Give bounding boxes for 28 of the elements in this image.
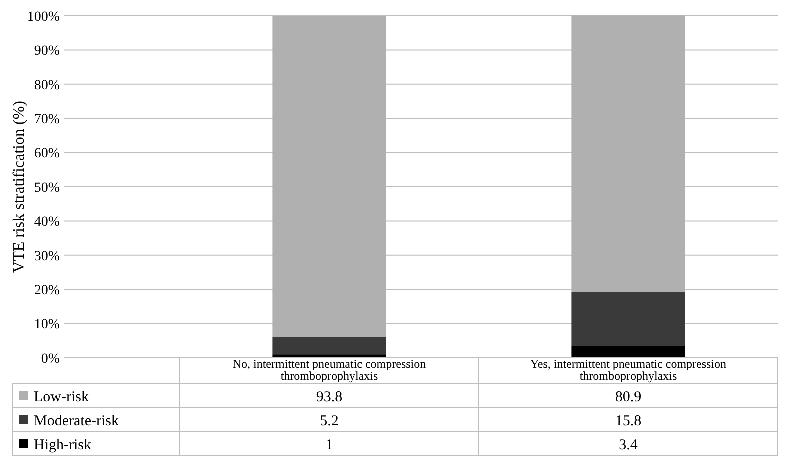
y-tick-label: 0% bbox=[41, 352, 60, 367]
data-label: 1 bbox=[326, 437, 334, 454]
data-label: 80.9 bbox=[615, 389, 642, 406]
data-label: 3.4 bbox=[619, 437, 638, 454]
y-tick-label: 20% bbox=[34, 284, 60, 298]
y-axis-title: VTE risk stratification (%) bbox=[11, 101, 28, 273]
bar bbox=[572, 292, 686, 346]
bar bbox=[272, 16, 386, 337]
bar bbox=[272, 336, 386, 355]
y-tick-label: 100% bbox=[27, 10, 60, 25]
y-tick-label: 40% bbox=[34, 215, 60, 230]
y-tick-label: 90% bbox=[34, 44, 60, 60]
legend-label: Low-risk bbox=[34, 389, 90, 406]
y-tick-label: 10% bbox=[34, 318, 60, 333]
legend-label: Moderate-risk bbox=[34, 413, 120, 430]
legend-label: High-risk bbox=[34, 437, 92, 454]
data-label: 5.2 bbox=[320, 413, 339, 430]
x-tick-label: Yes, intermittent pneumatic compression thromboprophylaxis bbox=[530, 357, 727, 383]
data-label: 15.8 bbox=[615, 413, 642, 430]
bar bbox=[572, 16, 686, 292]
y-tick-label: 70% bbox=[34, 112, 60, 128]
y-tick-label: 50% bbox=[34, 180, 60, 196]
y-tick-label: 60% bbox=[34, 146, 60, 162]
bar bbox=[572, 346, 686, 358]
x-tick-label: No, intermittent pneumatic compression thromboprophylaxis bbox=[232, 357, 426, 383]
y-tick-label: 80% bbox=[34, 78, 60, 94]
y-tick-label: 30% bbox=[34, 249, 60, 264]
data-label: 93.8 bbox=[316, 389, 343, 406]
